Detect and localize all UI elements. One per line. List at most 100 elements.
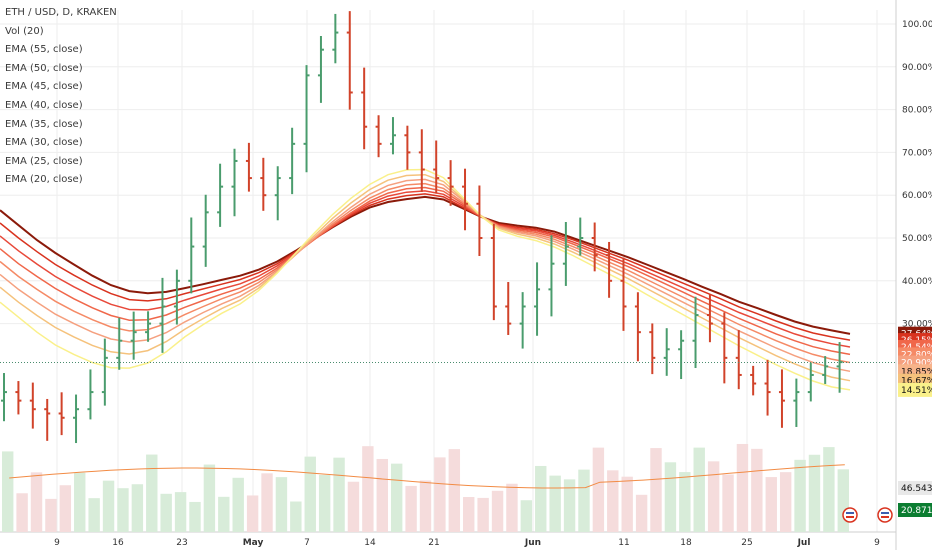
- x-tick-label: 9: [54, 538, 60, 548]
- volume-bar: [635, 494, 648, 532]
- volume-bar: [102, 480, 115, 532]
- x-tick-label: 16: [112, 538, 124, 548]
- volume-bar: [275, 477, 288, 532]
- x-tick-label: 23: [176, 538, 187, 548]
- event-flag-icon-stripe: [846, 516, 854, 518]
- volume-bar: [506, 483, 518, 532]
- volume-value-badge: [898, 503, 932, 517]
- volume-bar: [549, 475, 561, 532]
- volume-bar: [45, 498, 57, 532]
- volume-bar: [491, 490, 504, 532]
- price-axis: 100.00% 90.00% 80.00% 70.00% 60.00% 50.00% 40.…: [902, 20, 932, 330]
- y-tick-label: 50.00%: [902, 234, 932, 244]
- volume-bar: [232, 477, 244, 532]
- event-flag-icon-stripe: [881, 512, 889, 514]
- legend-ema-35[interactable]: EMA (35, close): [5, 118, 83, 130]
- ema-value-label: 18.85%: [901, 367, 932, 377]
- legend-symbol[interactable]: ETH / USD, D, KRAKEN: [5, 7, 117, 18]
- volume-bar: [16, 493, 28, 532]
- ema-line-0: [0, 195, 851, 335]
- volume-bar: [463, 497, 475, 532]
- volume-bar: [405, 485, 417, 532]
- volume-bar: [347, 481, 360, 532]
- volume-bar: [362, 446, 374, 532]
- ema-value-badge: [898, 382, 932, 397]
- volume-bar: [434, 457, 446, 532]
- event-flag-icon-stripe: [846, 512, 854, 514]
- volume-bar: [419, 480, 432, 532]
- volume-value-label: 46.543K: [901, 484, 932, 494]
- x-tick-label: 9: [874, 538, 880, 548]
- y-tick-label: 80.00%: [902, 106, 932, 116]
- legend-volume[interactable]: Vol (20): [5, 25, 44, 37]
- volume-bars: [2, 443, 849, 532]
- x-tick-label: Jul: [797, 538, 811, 548]
- volume-value-label: 20.871K: [901, 506, 932, 516]
- legend-ema-50[interactable]: EMA (50, close): [5, 62, 83, 74]
- event-flag-icon[interactable]: [842, 507, 858, 523]
- volume-bar: [578, 469, 590, 532]
- volume-bar: [808, 454, 821, 532]
- chart-legend: ETH / USD, D, KRAKEN Vol (20) EMA (55, c…: [5, 4, 117, 190]
- legend-ema-25[interactable]: EMA (25, close): [5, 155, 83, 167]
- legend-ema-20[interactable]: EMA (20, close): [5, 174, 83, 186]
- volume-bar: [779, 472, 792, 532]
- y-tick-label: 30.00%: [902, 320, 932, 330]
- volume-bar: [535, 465, 547, 532]
- legend-ema-45[interactable]: EMA (45, close): [5, 81, 83, 93]
- event-flag-icon[interactable]: [877, 507, 893, 523]
- price-bars: [1, 11, 843, 444]
- x-tick-label: 21: [428, 538, 439, 548]
- event-flag-icon-stripe: [881, 516, 889, 518]
- x-tick-label: 14: [364, 538, 376, 548]
- y-tick-label: 60.00%: [902, 191, 932, 201]
- volume-bar: [679, 472, 691, 532]
- volume-bar: [563, 479, 576, 532]
- volume-bar: [621, 476, 633, 532]
- volume-bar: [592, 447, 605, 532]
- volume-bar: [74, 472, 86, 532]
- volume-bar: [751, 448, 763, 532]
- volume-bar: [131, 484, 144, 532]
- volume-bar: [160, 493, 172, 532]
- ema-value-label: 16.67%: [901, 377, 932, 387]
- volume-bar: [664, 462, 677, 532]
- volume-bar: [189, 501, 201, 532]
- volume-bar: [607, 470, 619, 532]
- ema-line-2: [0, 190, 851, 348]
- volume-bar: [174, 492, 187, 532]
- volume-bar: [261, 473, 273, 532]
- volume-ma-line: [9, 464, 845, 489]
- y-tick-label: 70.00%: [902, 148, 932, 158]
- ema-ribbon: [0, 168, 851, 391]
- ema-value-label: 20.90%: [901, 359, 932, 369]
- volume-bar: [448, 449, 461, 532]
- legend-ema-40[interactable]: EMA (40, close): [5, 99, 83, 111]
- volume-bar: [520, 500, 533, 532]
- y-tick-label: 90.00%: [902, 63, 932, 73]
- volume-bar: [117, 488, 129, 532]
- x-tick-label: May: [243, 538, 264, 548]
- volume-value-badge: [898, 481, 932, 495]
- legend-ema-30[interactable]: EMA (30, close): [5, 137, 83, 149]
- volume-bar: [650, 448, 662, 532]
- volume-bar: [203, 464, 216, 532]
- x-tick-label: 18: [680, 538, 692, 548]
- ema-line-5: [0, 178, 851, 373]
- ema-line-1: [0, 193, 851, 341]
- volume-bar: [794, 459, 806, 532]
- ema-line-4: [0, 182, 851, 364]
- volume-bar: [707, 461, 720, 532]
- volume-bar: [304, 456, 316, 532]
- y-tick-label: 100.00%: [902, 20, 932, 30]
- event-icons[interactable]: [842, 507, 893, 523]
- volume-bar: [722, 474, 734, 532]
- axis-badges: 27.64%26.15%24.54%22.80%20.90%18.85%16.6…: [898, 326, 932, 517]
- volume-bar: [736, 443, 749, 532]
- volume-bar: [477, 497, 489, 532]
- volume-bar: [218, 496, 230, 532]
- x-tick-label: Jun: [524, 538, 541, 548]
- legend-ema-55[interactable]: EMA (55, close): [5, 44, 83, 56]
- volume-bar: [823, 447, 835, 532]
